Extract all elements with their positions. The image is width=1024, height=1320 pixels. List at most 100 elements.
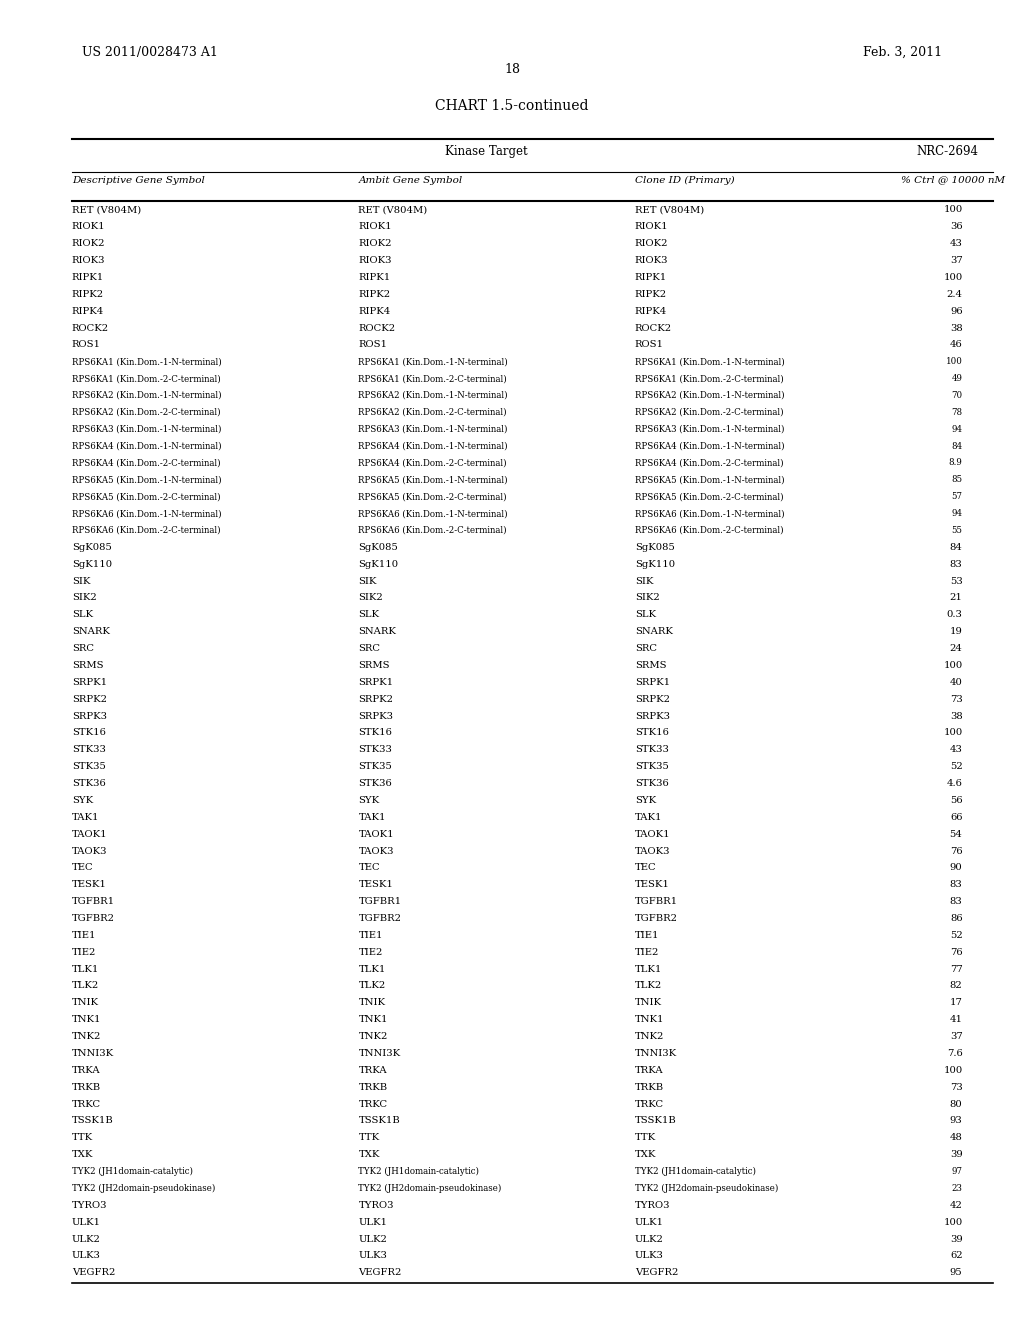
- Text: SLK: SLK: [358, 610, 380, 619]
- Text: TNK2: TNK2: [635, 1032, 665, 1041]
- Text: STK33: STK33: [358, 746, 392, 754]
- Text: SYK: SYK: [635, 796, 656, 805]
- Text: TNIK: TNIK: [358, 998, 385, 1007]
- Text: ROCK2: ROCK2: [635, 323, 672, 333]
- Text: ULK1: ULK1: [358, 1217, 387, 1226]
- Text: Clone ID (Primary): Clone ID (Primary): [635, 176, 734, 185]
- Text: TIE2: TIE2: [358, 948, 383, 957]
- Text: 52: 52: [950, 762, 963, 771]
- Text: RPS6KA3 (Kin.Dom.-1-N-terminal): RPS6KA3 (Kin.Dom.-1-N-terminal): [358, 425, 508, 434]
- Text: VEGFR2: VEGFR2: [72, 1269, 115, 1278]
- Text: RIOK2: RIOK2: [358, 239, 392, 248]
- Text: 54: 54: [949, 830, 963, 838]
- Text: TRKC: TRKC: [358, 1100, 387, 1109]
- Text: ULK3: ULK3: [635, 1251, 664, 1261]
- Text: SRPK1: SRPK1: [635, 677, 670, 686]
- Text: SRPK3: SRPK3: [358, 711, 393, 721]
- Text: SRMS: SRMS: [72, 661, 103, 671]
- Text: TIE2: TIE2: [635, 948, 659, 957]
- Text: RIPK2: RIPK2: [72, 290, 103, 298]
- Text: TYK2 (JH2domain-pseudokinase): TYK2 (JH2domain-pseudokinase): [358, 1184, 502, 1193]
- Text: SgK110: SgK110: [358, 560, 398, 569]
- Text: RIOK1: RIOK1: [635, 222, 669, 231]
- Text: 84: 84: [951, 442, 963, 450]
- Text: 43: 43: [949, 239, 963, 248]
- Text: RPS6KA5 (Kin.Dom.-1-N-terminal): RPS6KA5 (Kin.Dom.-1-N-terminal): [72, 475, 221, 484]
- Text: 94: 94: [951, 510, 963, 519]
- Text: TESK1: TESK1: [72, 880, 106, 890]
- Text: TRKB: TRKB: [358, 1082, 387, 1092]
- Text: TLK1: TLK1: [72, 965, 99, 974]
- Text: SIK2: SIK2: [72, 594, 96, 602]
- Text: 41: 41: [949, 1015, 963, 1024]
- Text: RPS6KA5 (Kin.Dom.-2-C-terminal): RPS6KA5 (Kin.Dom.-2-C-terminal): [358, 492, 507, 502]
- Text: 48: 48: [949, 1134, 963, 1142]
- Text: TAK1: TAK1: [635, 813, 663, 822]
- Text: 97: 97: [951, 1167, 963, 1176]
- Text: 73: 73: [950, 694, 963, 704]
- Text: TAOK1: TAOK1: [635, 830, 671, 838]
- Text: 86: 86: [950, 913, 963, 923]
- Text: STK16: STK16: [72, 729, 105, 738]
- Text: RPS6KA2 (Kin.Dom.-1-N-terminal): RPS6KA2 (Kin.Dom.-1-N-terminal): [358, 391, 508, 400]
- Text: 36: 36: [950, 222, 963, 231]
- Text: SRMS: SRMS: [358, 661, 390, 671]
- Text: TNNI3K: TNNI3K: [358, 1049, 400, 1059]
- Text: ROS1: ROS1: [635, 341, 664, 350]
- Text: TIE1: TIE1: [358, 931, 383, 940]
- Text: TYK2 (JH2domain-pseudokinase): TYK2 (JH2domain-pseudokinase): [72, 1184, 215, 1193]
- Text: TIE1: TIE1: [72, 931, 96, 940]
- Text: ULK1: ULK1: [72, 1217, 100, 1226]
- Text: 83: 83: [950, 880, 963, 890]
- Text: RET (V804M): RET (V804M): [358, 206, 428, 214]
- Text: 53: 53: [950, 577, 963, 586]
- Text: TYK2 (JH1domain-catalytic): TYK2 (JH1domain-catalytic): [635, 1167, 756, 1176]
- Text: 21: 21: [949, 594, 963, 602]
- Text: RIOK1: RIOK1: [72, 222, 105, 231]
- Text: TRKC: TRKC: [72, 1100, 100, 1109]
- Text: 84: 84: [949, 543, 963, 552]
- Text: SRPK2: SRPK2: [358, 694, 393, 704]
- Text: SRPK3: SRPK3: [635, 711, 670, 721]
- Text: TGFBR2: TGFBR2: [72, 913, 115, 923]
- Text: US 2011/0028473 A1: US 2011/0028473 A1: [82, 46, 218, 59]
- Text: 42: 42: [949, 1201, 963, 1210]
- Text: 93: 93: [950, 1117, 963, 1126]
- Text: 76: 76: [950, 846, 963, 855]
- Text: 90: 90: [950, 863, 963, 873]
- Text: RPS6KA4 (Kin.Dom.-2-C-terminal): RPS6KA4 (Kin.Dom.-2-C-terminal): [635, 458, 783, 467]
- Text: RET (V804M): RET (V804M): [72, 206, 141, 214]
- Text: ULK3: ULK3: [72, 1251, 100, 1261]
- Text: CHART 1.5-continued: CHART 1.5-continued: [435, 99, 589, 114]
- Text: TESK1: TESK1: [635, 880, 670, 890]
- Text: STK16: STK16: [358, 729, 392, 738]
- Text: SNARK: SNARK: [72, 627, 110, 636]
- Text: 40: 40: [949, 677, 963, 686]
- Text: % Ctrl @ 10000 nM: % Ctrl @ 10000 nM: [901, 176, 1006, 185]
- Text: TXK: TXK: [72, 1150, 93, 1159]
- Text: RPS6KA6 (Kin.Dom.-1-N-terminal): RPS6KA6 (Kin.Dom.-1-N-terminal): [72, 510, 221, 519]
- Text: SYK: SYK: [358, 796, 380, 805]
- Text: RIOK2: RIOK2: [635, 239, 669, 248]
- Text: STK35: STK35: [358, 762, 392, 771]
- Text: TAK1: TAK1: [72, 813, 99, 822]
- Text: 0.3: 0.3: [946, 610, 963, 619]
- Text: RPS6KA4 (Kin.Dom.-2-C-terminal): RPS6KA4 (Kin.Dom.-2-C-terminal): [358, 458, 507, 467]
- Text: RPS6KA6 (Kin.Dom.-1-N-terminal): RPS6KA6 (Kin.Dom.-1-N-terminal): [635, 510, 784, 519]
- Text: RPS6KA5 (Kin.Dom.-1-N-terminal): RPS6KA5 (Kin.Dom.-1-N-terminal): [358, 475, 508, 484]
- Text: RIOK2: RIOK2: [72, 239, 105, 248]
- Text: 100: 100: [943, 729, 963, 738]
- Text: SgK085: SgK085: [358, 543, 398, 552]
- Text: SRPK1: SRPK1: [72, 677, 106, 686]
- Text: TAOK3: TAOK3: [635, 846, 671, 855]
- Text: TRKB: TRKB: [72, 1082, 100, 1092]
- Text: TRKA: TRKA: [635, 1065, 664, 1074]
- Text: TGFBR1: TGFBR1: [358, 898, 401, 906]
- Text: TIE2: TIE2: [72, 948, 96, 957]
- Text: 23: 23: [951, 1184, 963, 1193]
- Text: RIOK3: RIOK3: [358, 256, 392, 265]
- Text: 85: 85: [951, 475, 963, 484]
- Text: TLK1: TLK1: [635, 965, 663, 974]
- Text: RIOK3: RIOK3: [635, 256, 669, 265]
- Text: RPS6KA5 (Kin.Dom.-1-N-terminal): RPS6KA5 (Kin.Dom.-1-N-terminal): [635, 475, 784, 484]
